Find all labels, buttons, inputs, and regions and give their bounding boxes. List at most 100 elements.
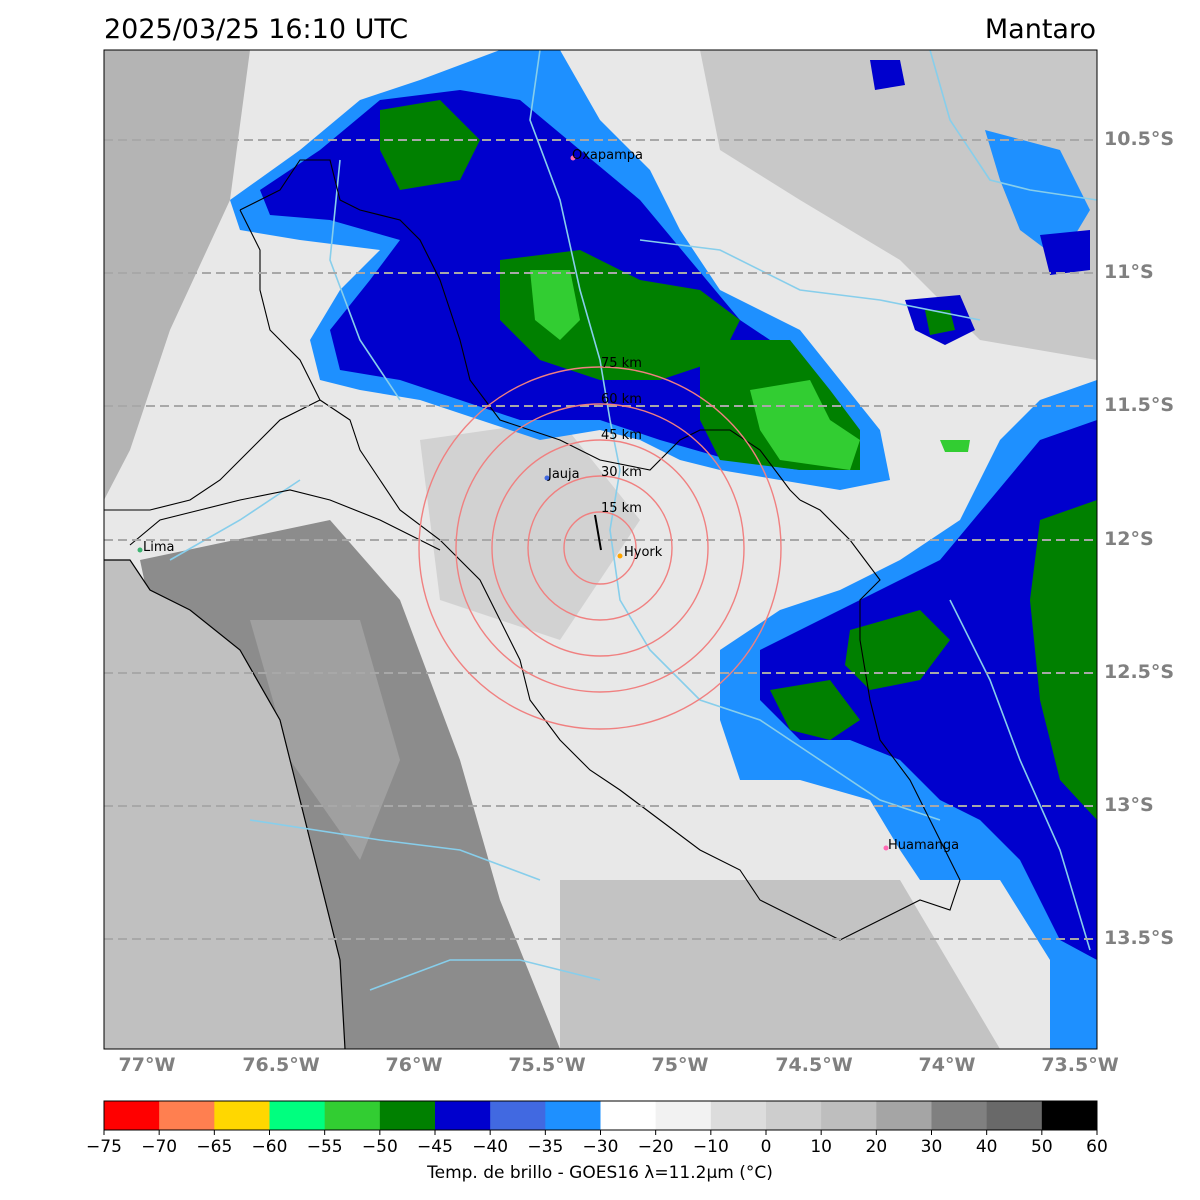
lon-label-74-5: 74.5°W <box>775 1054 853 1076</box>
colorbar-swatch <box>986 1101 1043 1130</box>
city-lima: Lima <box>143 540 175 555</box>
marker-huamanga <box>883 845 889 851</box>
colorbar-tick-label: −60 <box>251 1137 288 1157</box>
range-ring-15 <box>563 511 637 585</box>
marker-oxapampa <box>570 155 576 161</box>
cloud-cell-north-1 <box>380 100 480 190</box>
colorbar-swatch <box>821 1101 877 1130</box>
city-jauja: Jauja <box>548 467 580 482</box>
ring-label-15: 15 km <box>601 501 642 516</box>
colorbar-tick-label: −45 <box>417 1137 453 1157</box>
colorbar-swatches <box>104 1101 1098 1130</box>
cloud-band-se-mid <box>760 420 1097 960</box>
river-ne <box>929 50 1097 201</box>
colorbar-tick-label: −20 <box>637 1137 674 1157</box>
colorbar-swatch <box>655 1101 712 1130</box>
map-frame <box>103 49 1098 1050</box>
colorbar-swatch <box>490 1101 546 1130</box>
colorbar-tick-label: 40 <box>975 1137 998 1157</box>
ocean <box>104 560 345 1049</box>
lat-label-12-5: 12.5°S <box>1104 661 1175 683</box>
colorbar-swatch <box>600 1101 657 1130</box>
lat-label-10-5: 10.5°S <box>1104 128 1175 150</box>
cloud-core-east-small <box>925 310 955 335</box>
cloud-cell-se-1 <box>845 610 950 690</box>
colorbar-tick-label: −40 <box>472 1137 509 1157</box>
range-ring-60 <box>455 403 745 693</box>
region-boundaries <box>104 159 961 941</box>
colorbar-swatch <box>710 1101 767 1130</box>
marker-hyork <box>617 553 623 559</box>
cloud-cell-ne-3 <box>1040 230 1090 275</box>
lat-label-13: 13°S <box>1104 794 1154 816</box>
colorbar-swatch <box>545 1101 601 1130</box>
terrain-mid-coast <box>250 620 400 860</box>
colorbar-swatch <box>931 1101 988 1130</box>
cloud-cell-ne-1 <box>870 60 905 90</box>
colorbar-swatch <box>379 1101 436 1130</box>
lon-label-77: 77°W <box>118 1054 176 1076</box>
lat-label-11: 11°S <box>1104 261 1154 283</box>
lon-label-76-5: 76.5°W <box>242 1054 320 1076</box>
colorbar-tick-label: −30 <box>582 1137 619 1157</box>
rivers <box>169 50 1097 991</box>
colorbar-swatch <box>214 1101 270 1130</box>
colorbar-swatch <box>159 1101 215 1130</box>
boundary-junin-south <box>319 399 961 941</box>
range-ring-45 <box>491 439 709 657</box>
ring-label-60: 60 km <box>601 392 642 407</box>
coastline <box>104 559 346 1049</box>
colorbar-swatch <box>435 1101 491 1130</box>
cloud-core-north-3 <box>750 380 860 470</box>
colorbar-swatch <box>1041 1101 1098 1130</box>
storm-track <box>594 514 602 551</box>
colorbar-tick-label: −75 <box>86 1137 122 1157</box>
river-mantaro <box>529 50 941 821</box>
terrain-gray-north <box>104 50 250 500</box>
cloud-cell-ne-2 <box>985 130 1090 260</box>
lon-label-76: 76°W <box>385 1054 443 1076</box>
colorbar-swatch <box>104 1101 160 1130</box>
river-south <box>369 959 601 991</box>
colorbar-swatch <box>269 1101 326 1130</box>
river-apurimac <box>949 599 1091 951</box>
colorbar-tick-label: −35 <box>527 1137 564 1157</box>
boundary-lima-north <box>104 209 321 511</box>
lat-label-12: 12°S <box>1104 528 1154 550</box>
marker-lima <box>137 547 143 553</box>
river-rimac <box>169 479 301 561</box>
marker-jauja <box>544 475 550 481</box>
colorbar-tick-label: 30 <box>920 1137 943 1157</box>
colorbar-tick-label: 10 <box>810 1137 832 1157</box>
city-huamanga: Huamanga <box>888 838 960 853</box>
lon-label-73-5: 73.5°W <box>1041 1054 1119 1076</box>
city-hyork: Hyork <box>624 545 663 560</box>
cloud-cell-se-east <box>1030 500 1097 820</box>
lon-label-75: 75°W <box>651 1054 709 1076</box>
terrain-gray-ne <box>700 50 1097 360</box>
lon-label-75-5: 75.5°W <box>508 1054 586 1076</box>
colorbar-tick-label: 0 <box>760 1137 772 1157</box>
range-ring-30 <box>527 475 673 621</box>
colorbar-tick-label: −70 <box>141 1137 178 1157</box>
colorbar-tick-label: 50 <box>1031 1137 1053 1157</box>
colorbar-label: Temp. de brillo - GOES16 λ=11.2μm (°C) <box>427 1163 773 1183</box>
river-canete <box>249 819 541 881</box>
river-perene <box>639 239 981 321</box>
lat-gridlines <box>104 139 1097 940</box>
cloud-core-north-2 <box>530 270 580 340</box>
lat-label-11-5: 11.5°S <box>1104 394 1175 416</box>
range-rings <box>418 366 782 730</box>
lon-label-74: 74°W <box>918 1054 976 1076</box>
boundary-lima-south <box>129 489 441 551</box>
range-ring-75 <box>418 366 782 730</box>
river-huallaga <box>329 159 401 401</box>
lat-label-13-5: 13.5°S <box>1104 927 1175 949</box>
region-title: Mantaro <box>984 14 1096 45</box>
cloud-cell-se-2 <box>770 680 860 740</box>
colorbar-tick-label: 20 <box>865 1137 888 1157</box>
timestamp-title: 2025/03/25 16:10 UTC <box>104 14 409 45</box>
colorbar-swatch <box>876 1101 932 1130</box>
cloud-core-se-small <box>940 440 970 452</box>
